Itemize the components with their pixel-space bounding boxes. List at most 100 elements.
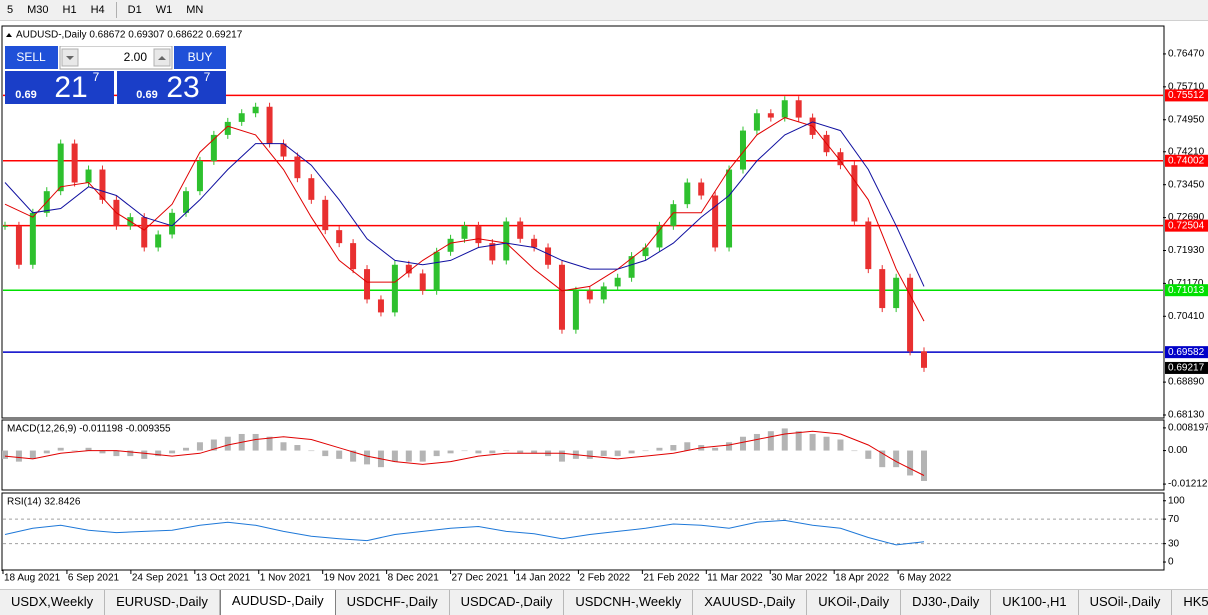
candle-body xyxy=(169,212,176,235)
macd-bar xyxy=(712,447,719,451)
candle-body xyxy=(921,351,927,368)
candle-body xyxy=(57,143,64,192)
chart-tab[interactable]: UK100-,H1 xyxy=(991,590,1079,615)
separator xyxy=(115,2,117,18)
macd-bar xyxy=(433,450,440,457)
chart-tab[interactable]: AUDUSD-,Daily xyxy=(219,590,336,615)
timeframe-button[interactable]: W1 xyxy=(155,4,173,16)
candle-body xyxy=(141,217,148,248)
candle-body xyxy=(739,130,746,170)
level-label: 0.71013 xyxy=(1168,285,1205,296)
macd-bar xyxy=(531,450,538,454)
price-label-box xyxy=(1165,361,1208,374)
y-tick-label: 0.70410 xyxy=(1168,311,1205,322)
macd-bar xyxy=(921,450,927,481)
macd-bar xyxy=(350,450,357,462)
buy-price-prefix: 0.69 xyxy=(136,89,157,101)
macd-bar xyxy=(558,450,565,462)
sell-price-box[interactable] xyxy=(5,71,114,104)
x-tick-label: 24 Sep 2021 xyxy=(132,573,189,584)
candle-body xyxy=(336,230,343,244)
candle-body xyxy=(15,225,22,265)
x-tick-label: 21 Feb 2022 xyxy=(643,573,700,584)
macd-bar xyxy=(113,450,120,457)
buy-button[interactable] xyxy=(174,46,226,69)
x-tick-label: 2 Feb 2022 xyxy=(579,573,630,584)
macd-bar xyxy=(57,447,64,451)
x-tick-label: 11 Mar 2022 xyxy=(707,573,763,584)
macd-bar xyxy=(336,450,343,459)
x-tick-label: 8 Dec 2021 xyxy=(388,573,440,584)
candle-body xyxy=(907,277,914,352)
candle-body xyxy=(837,152,844,166)
macd-bar xyxy=(294,445,301,451)
chart-tab[interactable]: USDCHF-,Daily xyxy=(336,590,450,615)
macd-bar xyxy=(809,433,816,451)
buy-label[interactable]: BUY xyxy=(188,50,213,64)
candle-body xyxy=(155,234,162,248)
sell-price-prefix: 0.69 xyxy=(15,89,36,101)
candle-body xyxy=(350,243,357,270)
chart-tab[interactable]: USDX,Weekly xyxy=(0,590,106,615)
sell-price-big: 21 xyxy=(54,71,87,104)
y-tick-label: 0.008197 xyxy=(1168,423,1208,434)
x-tick-label: 13 Oct 2021 xyxy=(196,573,251,584)
macd-bar xyxy=(196,442,203,451)
candle-body xyxy=(391,264,398,313)
candle-body xyxy=(879,269,886,309)
chart-tab[interactable]: USOil-,Daily xyxy=(1079,590,1173,615)
timeframe-button[interactable]: H1 xyxy=(62,4,77,16)
candle-body xyxy=(183,191,190,213)
macd-bar xyxy=(879,450,886,468)
macd-bar xyxy=(405,450,412,462)
y-tick-label: -0.012121 xyxy=(1168,479,1208,490)
lot-field[interactable] xyxy=(59,45,173,70)
chart-tab[interactable]: EURUSD-,Daily xyxy=(105,590,220,615)
macd-bar xyxy=(837,439,844,451)
buy-price-box[interactable] xyxy=(117,71,226,104)
candle-body xyxy=(238,113,245,122)
macd-bar xyxy=(155,450,162,457)
candle-body xyxy=(475,225,482,244)
x-tick-label: 18 Aug 2021 xyxy=(4,573,61,584)
sell-button[interactable] xyxy=(5,46,58,69)
candle-body xyxy=(433,251,440,291)
timeframe-button[interactable]: MN xyxy=(186,4,204,16)
macd-bar xyxy=(851,450,858,452)
timeframe-button[interactable]: H4 xyxy=(90,4,105,16)
chart-tab[interactable]: USDCNH-,Weekly xyxy=(564,590,694,615)
macd-bar xyxy=(614,450,621,457)
chart-tab[interactable]: USDCAD-,Daily xyxy=(450,590,565,615)
chart-tab[interactable]: DJ30-,Daily xyxy=(901,590,992,615)
level-label-box xyxy=(1165,284,1208,297)
buy-price-big: 23 xyxy=(166,71,199,104)
chart-tab[interactable]: XAUUSD-,Daily xyxy=(693,590,808,615)
candle-body xyxy=(558,264,565,330)
timeframe-button[interactable]: 5 xyxy=(7,4,14,16)
y-tick-label: 30 xyxy=(1168,538,1180,549)
panel-frame xyxy=(1,25,1165,419)
sell-label[interactable]: SELL xyxy=(16,50,46,64)
price-label: 0.69217 xyxy=(1168,363,1205,374)
macd-bar xyxy=(517,450,524,454)
candle-body xyxy=(628,256,635,278)
candle-body xyxy=(545,247,552,265)
x-tick-label: 18 Apr 2022 xyxy=(835,573,889,584)
candle-body xyxy=(266,106,273,144)
candle-body xyxy=(698,182,705,196)
lot-value[interactable]: 2.00 xyxy=(124,50,148,64)
macd-bar xyxy=(308,450,315,452)
candle-body xyxy=(614,277,621,287)
candle-body xyxy=(280,143,287,157)
macd-bar xyxy=(628,450,635,454)
panel-title: RSI(14) 32.8426 xyxy=(7,497,81,508)
chart-tab[interactable]: UKOil-,Daily xyxy=(807,590,902,615)
macd-bar xyxy=(656,447,663,451)
timeframe-button[interactable]: M30 xyxy=(27,4,49,16)
chart-tab[interactable]: HK50-,Daily xyxy=(1172,590,1208,615)
candle-body xyxy=(71,143,78,183)
timeframe-button[interactable]: D1 xyxy=(127,4,142,16)
macd-bar xyxy=(586,450,593,459)
macd-bar xyxy=(252,433,259,451)
